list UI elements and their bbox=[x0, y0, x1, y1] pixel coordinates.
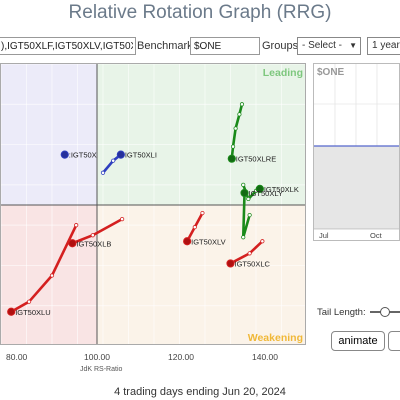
series-label: IGT50XLU bbox=[15, 308, 50, 317]
rrg-chart[interactable]: Leading Weakening IGT50XLI:IGT50X IGT50XL… bbox=[0, 63, 306, 345]
month-label: Jul bbox=[319, 231, 329, 240]
benchmark-label: Benchmark: bbox=[137, 40, 196, 52]
series-igt50xli[interactable]: IGT50XLI bbox=[100, 150, 157, 175]
series-point[interactable] bbox=[100, 170, 106, 175]
x-tick-label: 80.00 bbox=[6, 352, 28, 362]
leading-label: Leading bbox=[263, 67, 303, 79]
series-head-point[interactable] bbox=[116, 150, 125, 159]
series-point[interactable] bbox=[247, 251, 252, 256]
series-label: IGT50XLV bbox=[191, 237, 225, 246]
next-button[interactable] bbox=[388, 331, 400, 351]
series-point[interactable] bbox=[260, 239, 265, 244]
rrg-plot: Leading Weakening IGT50XLI:IGT50X IGT50XL… bbox=[1, 64, 305, 344]
symbols-input[interactable] bbox=[0, 37, 136, 55]
series-head-point[interactable] bbox=[183, 237, 192, 246]
benchmark-input[interactable] bbox=[190, 37, 260, 55]
series-igt50xlv[interactable]: IGT50XLV bbox=[183, 210, 226, 246]
series-igt50xlre[interactable]: IGT50XLRE bbox=[227, 102, 276, 164]
animate-button[interactable]: animate bbox=[331, 331, 385, 351]
series-point[interactable] bbox=[192, 225, 197, 230]
series-point[interactable] bbox=[233, 126, 238, 131]
benchmark-chart: $ONE Jul Oct bbox=[313, 63, 400, 241]
leading-quadrant bbox=[97, 64, 305, 205]
series-igt50xly[interactable]: IGT50XLY bbox=[240, 188, 283, 240]
benchmark-plot: $ONE Jul Oct bbox=[314, 64, 399, 240]
series-label: :IGT50X bbox=[69, 151, 97, 160]
chevron-down-icon: ▼ bbox=[349, 41, 357, 50]
benchmark-area bbox=[314, 146, 399, 229]
series-point[interactable] bbox=[239, 102, 245, 107]
series-tail bbox=[10, 224, 78, 313]
series-head-point[interactable] bbox=[227, 154, 236, 163]
groups-label: Groups: bbox=[262, 40, 302, 52]
footer-caption: 4 trading days ending Jun 20, 2024 bbox=[114, 386, 286, 398]
series-point[interactable] bbox=[241, 235, 246, 240]
series-igt50xlu[interactable]: IGT50XLU bbox=[7, 223, 79, 317]
series-point[interactable] bbox=[90, 233, 95, 238]
series-igt50x[interactable]: :IGT50X bbox=[60, 150, 97, 160]
groups-select-value: - Select - bbox=[302, 40, 343, 51]
series-point[interactable] bbox=[237, 112, 242, 117]
series-point[interactable] bbox=[49, 273, 55, 278]
series-point[interactable] bbox=[246, 196, 251, 202]
series-head-point[interactable] bbox=[255, 184, 264, 193]
series-point[interactable] bbox=[200, 210, 205, 216]
lagging-quadrant bbox=[1, 205, 97, 344]
series-point[interactable] bbox=[74, 223, 79, 228]
weakening-label: Weakening bbox=[248, 332, 303, 344]
period-select[interactable]: 1 year bbox=[367, 37, 400, 55]
series-label: IGT50XLY bbox=[249, 189, 283, 198]
month-label: Oct bbox=[370, 231, 383, 240]
series-label: IGT50XLB bbox=[76, 239, 111, 248]
series-layer: IGT50XLI :IGT50X IGT50XLRE IGT50XLKIGT50XLY… bbox=[7, 102, 299, 317]
series-point[interactable] bbox=[120, 217, 125, 222]
x-tick-label: 140.00 bbox=[252, 352, 278, 362]
improving-quadrant bbox=[1, 64, 97, 205]
period-select-value: 1 year bbox=[372, 40, 400, 51]
series-igt50xlk[interactable]: IGT50XLK bbox=[241, 182, 299, 202]
series-head-point[interactable] bbox=[240, 188, 249, 198]
series-label: IGT50XLC bbox=[235, 259, 271, 268]
weakening-quadrant bbox=[97, 205, 305, 344]
tail-length-label: Tail Length: bbox=[317, 307, 366, 318]
series-label: IGT50XLRE bbox=[236, 155, 276, 164]
x-tick-label: 100.00 bbox=[84, 352, 110, 362]
series-point[interactable] bbox=[247, 212, 252, 218]
series-point[interactable] bbox=[241, 182, 246, 187]
series-igt50xlc[interactable]: IGT50XLC bbox=[226, 239, 271, 269]
tail-length-slider[interactable] bbox=[370, 307, 400, 317]
series-point[interactable] bbox=[111, 158, 116, 163]
benchmark-title: $ONE bbox=[317, 67, 345, 78]
series-head-point[interactable] bbox=[7, 307, 16, 316]
slider-handle[interactable] bbox=[380, 307, 390, 317]
groups-select[interactable]: - Select - ▼ bbox=[297, 37, 361, 55]
toolbar: Benchmark: Groups: - Select - ▼ 1 year bbox=[0, 37, 400, 57]
series-head-point[interactable] bbox=[60, 150, 69, 159]
page-title: Relative Rotation Graph (RRG) bbox=[68, 2, 332, 23]
x-axis-label: JdK RS-Ratio bbox=[80, 366, 123, 373]
series-label: IGT50XLI bbox=[125, 151, 157, 160]
series-point[interactable] bbox=[26, 299, 32, 304]
series-head-point[interactable] bbox=[226, 259, 235, 268]
series-point[interactable] bbox=[230, 144, 236, 149]
series-label: IGT50XLK bbox=[264, 185, 299, 194]
x-tick-label: 120.00 bbox=[168, 352, 194, 362]
